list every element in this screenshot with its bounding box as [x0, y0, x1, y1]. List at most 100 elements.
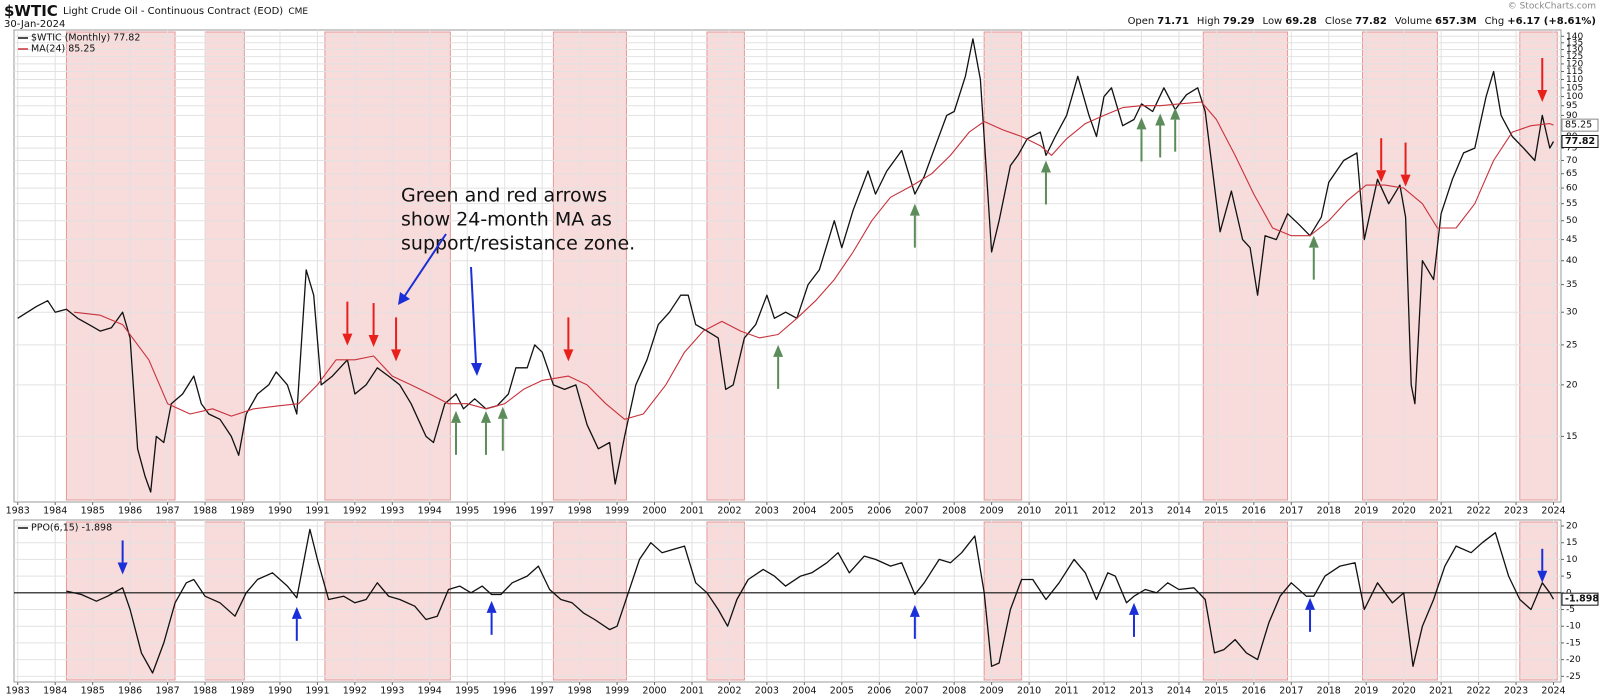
arrow	[368, 303, 379, 348]
x-tick-label: 2020	[1392, 506, 1416, 517]
annotation: support/resistance zone.	[401, 233, 635, 255]
arrow	[773, 344, 784, 389]
arrow	[1305, 597, 1316, 632]
x-tick-label: 1989	[230, 686, 254, 697]
x-tick-label: 2003	[755, 686, 779, 697]
y-tick-label: -5	[1566, 605, 1575, 615]
y-tick-label: 45	[1566, 235, 1577, 245]
arrow-head	[909, 604, 920, 617]
y-tick-label: 15	[1566, 432, 1577, 442]
shaded-zone	[983, 521, 1023, 681]
quote-label: Volume	[1395, 16, 1432, 27]
y-tick-label: 110	[1566, 75, 1583, 85]
x-tick-label: 2012	[1092, 506, 1116, 517]
x-tick-label: 1997	[530, 686, 554, 697]
arrow	[1376, 138, 1387, 183]
arrow	[1136, 117, 1147, 162]
y-tick-label: 15	[1566, 538, 1577, 548]
y-tick-label: 125	[1566, 52, 1583, 62]
arrow-head	[1305, 597, 1316, 610]
y-tick-label: 115	[1566, 67, 1583, 77]
y-tick-label: 90	[1566, 111, 1578, 121]
x-tick-label: 2005	[830, 506, 854, 517]
x-tick-label: 2011	[1054, 506, 1078, 517]
y-tick-label: 75	[1566, 144, 1577, 154]
y-tick-label: 20	[1566, 380, 1578, 390]
pointer	[403, 233, 447, 298]
x-tick-label: 2022	[1466, 506, 1490, 517]
arrow	[1537, 548, 1548, 583]
shaded-zone	[1519, 31, 1558, 501]
x-tick-label: 2003	[755, 506, 779, 517]
arrow-head	[451, 410, 461, 423]
last-value-tag	[1561, 592, 1599, 606]
header-title: $WTIC Light Crude Oil - Continuous Contr…	[4, 2, 308, 20]
arrow-head	[1170, 107, 1181, 120]
x-tick-label: 2014	[1167, 686, 1191, 697]
x-tick-label: 2011	[1054, 686, 1078, 697]
x-tick-label: 2006	[867, 686, 891, 697]
arrow-head	[563, 349, 574, 362]
x-tick-label: 2008	[942, 506, 966, 517]
x-tick-label: 2001	[680, 506, 704, 517]
y-tick-label: 55	[1566, 199, 1577, 209]
y-tick-label: 70	[1566, 156, 1578, 166]
y-tick-label: 5	[1566, 572, 1572, 582]
arrow	[563, 317, 574, 362]
shaded-zone	[1202, 521, 1289, 681]
x-tick-label: 2016	[1242, 686, 1266, 697]
x-tick-label: 2002	[717, 686, 741, 697]
x-tick-label: 2007	[905, 686, 929, 697]
x-tick-label: 1996	[493, 686, 517, 697]
arrow-head	[117, 562, 128, 575]
x-tick-label: 1990	[268, 506, 292, 517]
arrow	[117, 540, 128, 575]
plot-area	[13, 519, 1562, 683]
x-tick-label: 2024	[1541, 506, 1565, 517]
arrow-head	[1537, 570, 1548, 583]
x-tick-label: 1994	[418, 506, 442, 517]
last-value-label: -1.898	[1565, 594, 1599, 605]
last-value-label: 85.25	[1565, 120, 1592, 131]
pointer	[470, 266, 477, 365]
y-tick-label: 50	[1566, 216, 1578, 226]
quote: Open 71.71 High 79.29 Low 69.28 Close 77.82 Volu…	[1128, 16, 1596, 27]
quote-label: Open	[1128, 16, 1155, 27]
annotation: show 24-month MA as	[401, 209, 612, 231]
pointer-head	[471, 363, 482, 376]
x-tick-label: 2022	[1466, 686, 1490, 697]
x-tick-label: 2013	[1129, 506, 1153, 517]
x-tick-label: 2000	[642, 506, 666, 517]
x-tick-label: 2007	[905, 506, 929, 517]
arrow	[909, 604, 920, 639]
x-tick-label: 1992	[343, 686, 367, 697]
symbol: $WTIC	[4, 2, 58, 20]
y-tick-label: 65	[1566, 169, 1577, 179]
x-tick-label: 1985	[81, 686, 105, 697]
annotation-pointers	[398, 233, 482, 376]
shaded-zone	[204, 31, 245, 501]
y-tick-label: -15	[1566, 638, 1581, 648]
y-tick-label: -10	[1566, 622, 1581, 632]
x-tick-label: 2004	[792, 686, 816, 697]
y-tick-label: 10	[1566, 555, 1578, 565]
credit: © StockCharts.com	[1508, 2, 1596, 12]
y-tick-label: 135	[1566, 38, 1583, 48]
x-tick-label: 2023	[1504, 686, 1528, 697]
x-tick-label: 2010	[1017, 506, 1041, 517]
last-value-tag	[1561, 118, 1599, 132]
x-tick-label: 2018	[1317, 686, 1341, 697]
quote-label: High	[1197, 16, 1220, 27]
shaded-zone	[1202, 31, 1289, 501]
y-tick-label: 25	[1566, 340, 1577, 350]
arrow-head	[497, 406, 508, 419]
x-tick-label: 2015	[1204, 686, 1228, 697]
arrow-head	[1040, 160, 1051, 173]
shaded-zone	[983, 31, 1023, 501]
x-tick-label: 1986	[118, 506, 142, 517]
quote-value: 69.28	[1285, 16, 1317, 27]
x-tick-label: 1985	[81, 506, 105, 517]
x-tick-label: 1991	[305, 686, 329, 697]
arrow-head	[480, 410, 491, 423]
